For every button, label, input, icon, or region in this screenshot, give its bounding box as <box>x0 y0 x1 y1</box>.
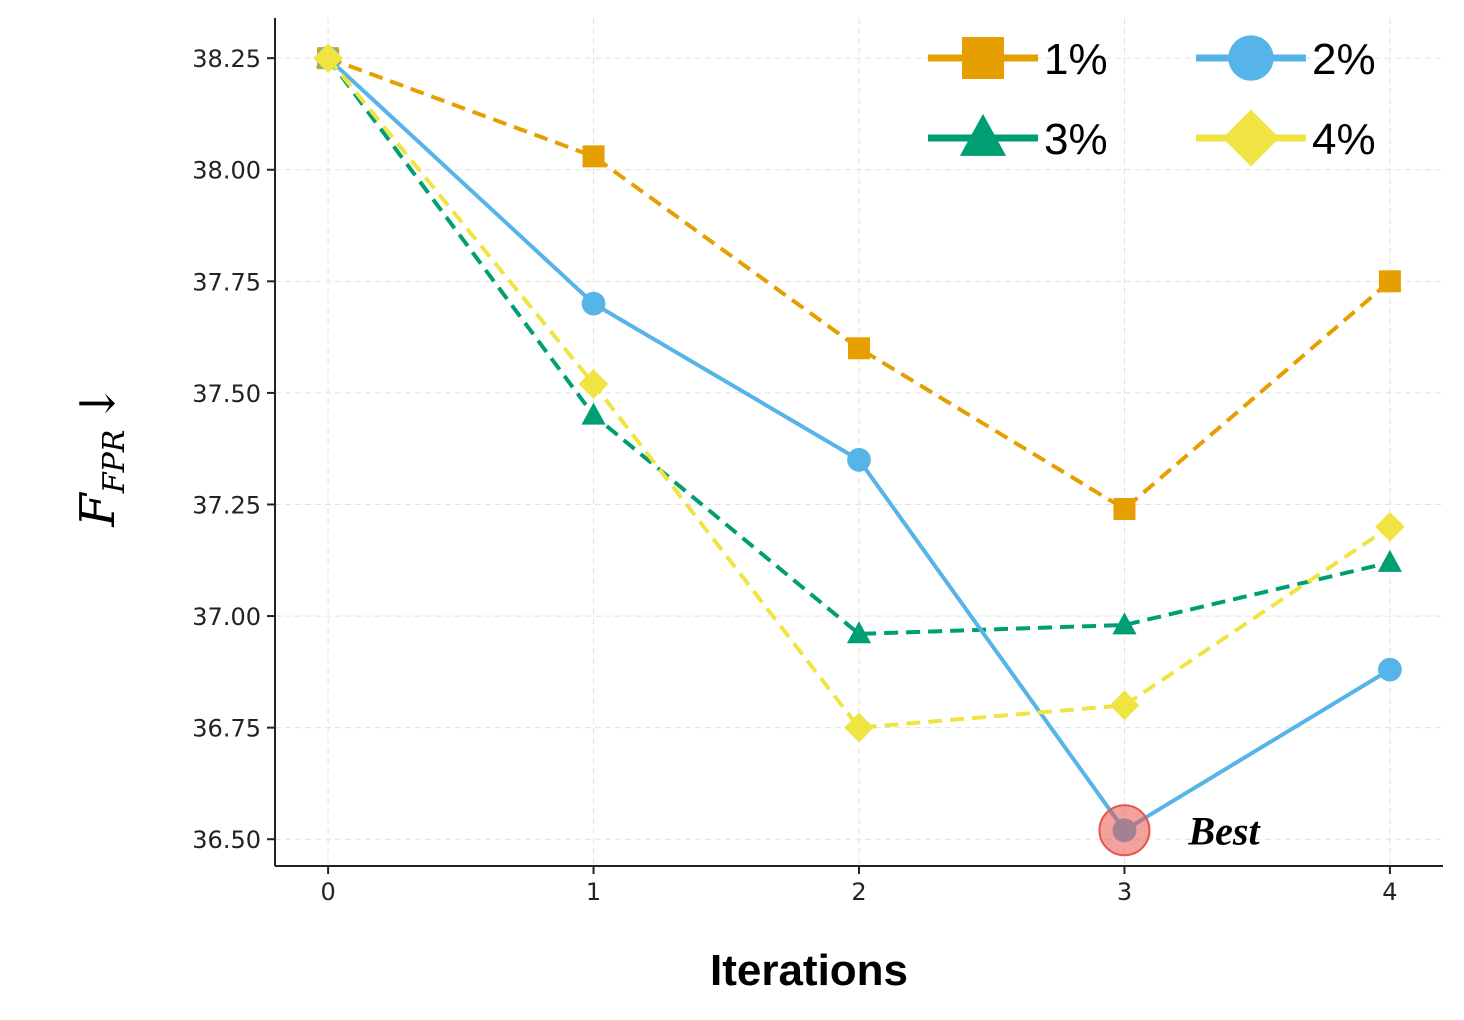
legend-item-2pct: 2% <box>1196 35 1376 84</box>
x-axis-title: Iterations <box>710 946 908 995</box>
y-axis-title-arrow: ↓ <box>70 383 126 423</box>
y-tick-label: 38.00 <box>192 157 261 185</box>
best-highlight-marker <box>1098 804 1151 857</box>
legend-marker-3pct <box>959 113 1007 156</box>
legend: 1% 2% 3% 4% <box>928 35 1376 167</box>
x-tick-label: 2 <box>851 878 866 906</box>
y-axis-title-sub: FPR <box>97 430 132 495</box>
point-3pct-x1 <box>581 402 606 425</box>
x-tick-label: 1 <box>586 878 601 906</box>
annotations: Best <box>1098 804 1261 857</box>
series-line-1pct <box>327 56 1392 511</box>
series-line-3pct <box>326 56 1391 636</box>
point-2pct-x4 <box>1378 657 1402 682</box>
point-1pct-x1 <box>582 145 605 168</box>
y-tick-label: 37.25 <box>192 491 261 519</box>
x-tick-label: 4 <box>1382 878 1397 906</box>
legend-label-2pct: 2% <box>1312 35 1376 84</box>
legend-item-4pct: 4% <box>1196 109 1376 167</box>
y-axis-title-main: F <box>70 492 126 528</box>
tick-labels: 36.50 36.75 37.00 37.25 37.50 37.75 38.00 38.25… <box>192 45 1397 906</box>
y-axis-title: FFPR ↓ <box>70 383 132 527</box>
point-1pct-x4 <box>1378 270 1401 293</box>
point-2pct-x2 <box>847 447 871 472</box>
legend-label-3pct: 3% <box>1044 115 1108 164</box>
legend-item-3pct: 3% <box>928 113 1108 164</box>
grid <box>275 18 1443 866</box>
point-3pct-x4 <box>1377 549 1403 572</box>
point-3pct-x3 <box>1112 612 1137 635</box>
point-1pct-x3 <box>1113 497 1136 520</box>
legend-marker-4pct <box>1222 109 1280 167</box>
best-label: Best <box>1187 808 1261 853</box>
legend-label-1pct: 1% <box>1044 35 1108 84</box>
legend-item-1pct: 1% <box>928 35 1108 84</box>
y-tick-label: 37.50 <box>192 380 261 408</box>
series <box>313 43 1405 843</box>
y-tick-label: 37.00 <box>192 603 261 631</box>
point-4pct-x0 <box>313 43 343 74</box>
point-2pct-x1 <box>581 291 606 316</box>
point-4pct-x2 <box>844 712 874 743</box>
legend-label-4pct: 4% <box>1312 115 1376 164</box>
y-tick-label: 37.75 <box>192 268 261 296</box>
point-1pct-x2 <box>848 337 870 360</box>
y-tick-label: 38.25 <box>192 45 261 73</box>
point-4pct-x4 <box>1375 511 1405 542</box>
y-tick-label: 36.75 <box>192 715 261 743</box>
legend-marker-1pct <box>962 37 1004 79</box>
y-tick-label: 36.50 <box>192 826 261 854</box>
legend-marker-2pct <box>1228 35 1274 81</box>
point-4pct-x1 <box>578 369 609 399</box>
point-4pct-x3 <box>1109 690 1140 721</box>
x-tick-label: 0 <box>320 878 335 906</box>
point-3pct-x2 <box>846 621 872 644</box>
x-tick-label: 3 <box>1117 878 1132 906</box>
series-4pct <box>313 43 1405 743</box>
